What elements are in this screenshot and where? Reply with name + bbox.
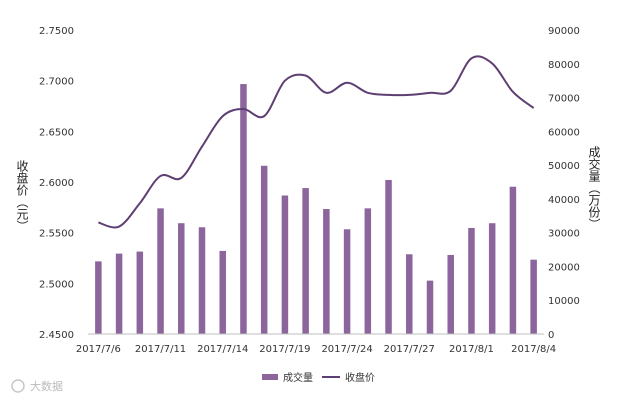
volume-bar (406, 254, 413, 334)
volume-bar (488, 223, 496, 334)
volume-bar (219, 250, 226, 334)
x-axis-ticks: 2017/7/6 2017/7/11 2017/7/14 2017/7/19 2017/… (76, 344, 556, 355)
x-tick-label: 2017/7/11 (135, 344, 186, 355)
x-tick-label: 2017/7/14 (197, 344, 248, 355)
watermark-logo-icon (11, 379, 25, 393)
volume-bars (95, 84, 537, 335)
x-tick-label: 2017/8/1 (449, 344, 494, 355)
volume-bar (364, 208, 372, 334)
right-tick-label: 10000 (548, 296, 580, 307)
volume-bar (240, 84, 247, 335)
right-tick-label: 90000 (548, 26, 580, 37)
volume-bar (198, 227, 206, 334)
left-tick-label: 2.5500 (39, 229, 74, 240)
right-axis-ticks: 0 10000 20000 30000 40000 50000 60000 70000 8000… (548, 26, 580, 341)
volume-bar (509, 186, 517, 334)
right-tick-label: 20000 (548, 262, 580, 273)
volume-bar (343, 229, 351, 334)
volume-bar (302, 188, 309, 334)
right-tick-label: 40000 (548, 195, 580, 206)
right-tick-label: 70000 (548, 94, 580, 105)
left-tick-label: 2.5000 (39, 279, 74, 290)
watermark: 大数据 (11, 379, 63, 393)
right-tick-label: 60000 (548, 127, 580, 138)
x-tick-label: 2017/7/6 (76, 344, 121, 355)
volume-bar (115, 253, 123, 334)
right-axis-title: 成交量（万份） (587, 146, 601, 230)
x-tick-label: 2017/7/24 (321, 344, 372, 355)
volume-bar (468, 227, 475, 334)
left-tick-label: 2.6500 (39, 127, 74, 138)
volume-bar (95, 261, 102, 334)
legend: 成交量 收盘价 (262, 371, 375, 384)
price-line (98, 55, 535, 229)
watermark-text: 大数据 (30, 379, 63, 393)
left-axis-ticks: 2.4500 2.5000 2.5500 2.6000 2.6500 2.7000 2.75… (39, 26, 74, 341)
volume-bar (447, 254, 454, 334)
right-tick-label: 30000 (548, 229, 580, 240)
right-tick-label: 50000 (548, 161, 580, 172)
x-tick-label: 2017/7/19 (259, 344, 310, 355)
volume-bar (260, 165, 268, 334)
right-tick-label: 0 (548, 330, 554, 341)
legend-bar-label: 成交量 (283, 371, 313, 384)
left-tick-label: 2.6000 (39, 178, 74, 189)
volume-bar (157, 208, 164, 334)
legend-line-label: 收盘价 (345, 371, 375, 384)
left-tick-label: 2.7000 (39, 77, 74, 88)
right-tick-label: 80000 (548, 60, 580, 71)
x-tick-label: 2017/7/27 (384, 344, 435, 355)
legend-bar-swatch (262, 374, 278, 380)
left-axis-title: 收盘价（元） (15, 160, 29, 232)
x-tick-label: 2017/8/4 (511, 344, 556, 355)
volume-bar (530, 259, 537, 334)
left-tick-label: 2.7500 (39, 26, 74, 37)
volume-bar (281, 195, 289, 334)
volume-bar (426, 280, 434, 334)
volume-bar (178, 223, 185, 334)
volume-bar (385, 179, 392, 334)
volume-bar (323, 209, 330, 334)
left-tick-label: 2.4500 (39, 330, 74, 341)
volume-bar (136, 251, 144, 334)
